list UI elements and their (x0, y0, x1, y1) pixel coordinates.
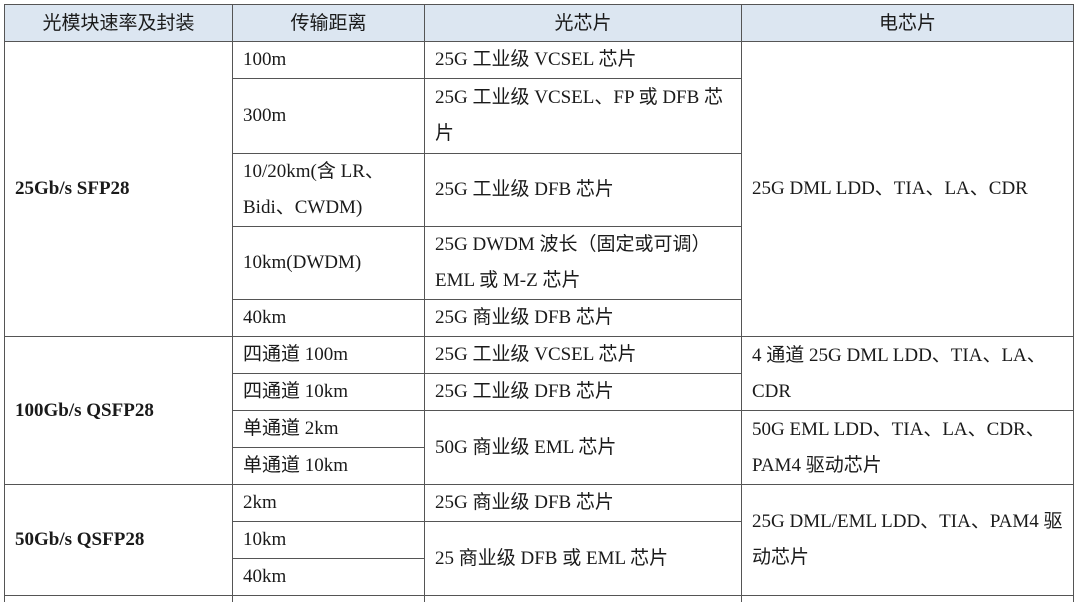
optical-cell: 25G 商业级 DFB 芯片 (425, 485, 742, 522)
distance-cell: 2km (233, 485, 425, 522)
table-row: 50Gb/s QSFP28 2km 25G 商业级 DFB 芯片 25G DML… (5, 485, 1074, 522)
header-row: 光模块速率及封装 传输距离 光芯片 电芯片 (5, 5, 1074, 42)
package-cell: 25Gb/s SFP28 (5, 42, 233, 337)
electrical-cell: 4 通道 25G DML LDD、TIA、LA、CDR (742, 337, 1074, 411)
distance-cell: 四通道 100m (233, 337, 425, 374)
electrical-cell: 50G EML LDD、TIA、LA、CDR、PAM4 驱动芯片 (742, 411, 1074, 485)
optical-module-chip-table: 光模块速率及封装 传输距离 光芯片 电芯片 25Gb/s SFP28 100m … (4, 4, 1074, 602)
package-cell: 50Gb/s QSFP28 (5, 485, 233, 596)
header-package: 光模块速率及封装 (5, 5, 233, 42)
distance-cell: 40km (233, 300, 425, 337)
distance-cell: 单通道 10km (233, 448, 425, 485)
distance-cell: 单通道 2km (233, 411, 425, 448)
distance-cell: 100m (233, 42, 425, 79)
electrical-cell: 25G DML LDD、TIA、LA、CDR (742, 42, 1074, 337)
optical-cell: 50G 商业级 EML 芯片 (425, 411, 742, 485)
distance-cell: 10/20km(含 LR、Bidi、CWDM) (233, 154, 425, 227)
optical-cell: 25 商业级 DFB 或 EML 芯片 (425, 522, 742, 596)
optical-cell: 25G 工业级 VCSEL、FP 或 DFB 芯片 (425, 79, 742, 154)
optical-cell: 25G DWDM 波长（固定或可调）EML 或 M-Z 芯片 (425, 227, 742, 300)
optical-cell: 25G 工业级 VCSEL 芯片 (425, 337, 742, 374)
distance-cell: 10km (233, 522, 425, 559)
optical-cell: 25G 工业级 VCSEL 芯片 (425, 42, 742, 79)
header-optical-chip: 光芯片 (425, 5, 742, 42)
electrical-cell: 25G DML/EML LDD、TIA、PAM4 驱动芯片 (742, 485, 1074, 596)
table-row: 100Gb/s QSFP28 四通道 100m 25G 工业级 VCSEL 芯片… (5, 337, 1074, 374)
distance-cell: 四通道 10km (233, 374, 425, 411)
package-cell: 100Gb/s QSFP28 (5, 337, 233, 485)
distance-cell: 300m (233, 79, 425, 154)
distance-cell: 40km (233, 559, 425, 596)
optical-cell: 25G 工业级 DFB 芯片 (425, 154, 742, 227)
header-distance: 传输距离 (233, 5, 425, 42)
header-electrical-chip: 电芯片 (742, 5, 1074, 42)
distance-cell: 10km(DWDM) (233, 227, 425, 300)
table-row: 25Gb/s SFP28 100m 25G 工业级 VCSEL 芯片 25G D… (5, 42, 1074, 79)
optical-cell: 25G 商业级 DFB 芯片 (425, 300, 742, 337)
optical-cell: 25G 工业级 DFB 芯片 (425, 374, 742, 411)
